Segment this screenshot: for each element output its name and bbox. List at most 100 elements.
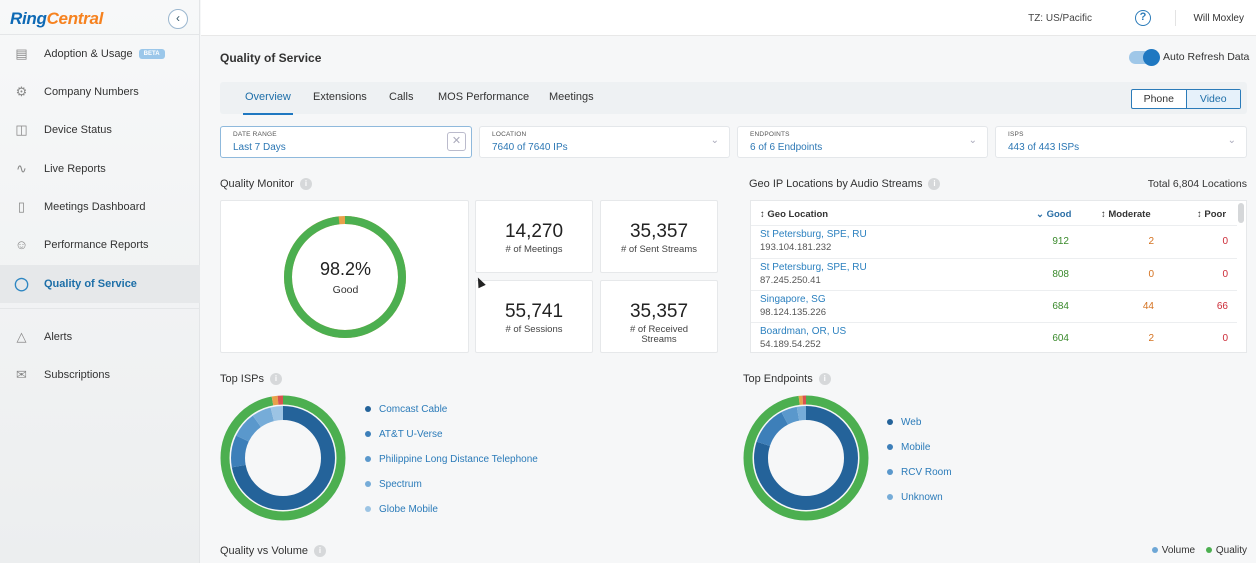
poor-count: 0 [1222, 269, 1228, 280]
moderate-count: 0 [1148, 269, 1154, 280]
good-count: 808 [1052, 269, 1069, 280]
legend-label: Spectrum [379, 479, 422, 490]
legend-label: Philippine Long Distance Telephone [379, 454, 538, 465]
quality-poor-arc[interactable] [220, 395, 346, 521]
legend-label[interactable]: Volume [1161, 545, 1196, 556]
stat-label: # of Sent Streams [620, 244, 698, 255]
quality-poor-arc[interactable] [743, 395, 869, 521]
legend-item[interactable]: Globe Mobile [365, 504, 538, 529]
good-count: 604 [1052, 333, 1069, 344]
stat-value: 55,741 [504, 301, 564, 322]
tab-extensions[interactable]: Extensions [313, 91, 367, 103]
auto-refresh-toggle[interactable] [1129, 49, 1160, 66]
ringcentral-logo[interactable]: RingCentral [10, 9, 104, 28]
filter-label: ISPS [1008, 131, 1024, 138]
info-icon[interactable]: i [299, 178, 312, 191]
donut-segment[interactable] [231, 406, 335, 510]
tab-mos-performance[interactable]: MOS Performance [438, 91, 530, 103]
legend-dot [887, 444, 893, 451]
legend-dot [365, 481, 371, 488]
legend-item[interactable]: AT&T U-Verse [365, 429, 538, 454]
tab-overview[interactable]: Overview [243, 91, 293, 115]
info-icon[interactable]: i [928, 178, 941, 191]
auto-refresh-label: Auto Refresh Data [1163, 51, 1250, 63]
endpoints-filter[interactable]: ENDPOINTS 6 of 6 Endpoints ⌄ [737, 126, 988, 158]
tab-bar: Overview Extensions Calls MOS Performanc… [220, 82, 1247, 115]
geo-heading: Geo IP Locations by Audio Streams i [749, 178, 941, 191]
sidebar-item-performance-reports[interactable]: ☺ Performance Reports [14, 237, 149, 252]
section-title: Top ISPs [220, 373, 265, 385]
table-row[interactable]: Boardman, OR, US 54.189.54.252 604 2 0 [751, 322, 1237, 352]
info-icon[interactable]: i [270, 373, 283, 386]
column-header-poor[interactable]: ↕ Poor [1197, 209, 1227, 220]
table-row[interactable]: Singapore, SG 98.124.135.226 684 44 66 [751, 290, 1237, 322]
user-icon: ☺ [14, 237, 29, 252]
tab-calls[interactable]: Calls [389, 91, 414, 103]
legend-item[interactable]: Mobile [887, 442, 952, 467]
legend-item[interactable]: Unknown [887, 492, 952, 517]
legend-item[interactable]: Web [887, 417, 952, 442]
video-button[interactable]: Video [1186, 90, 1240, 108]
sidebar-item-live-reports[interactable]: ∿ Live Reports [0, 150, 200, 188]
sidebar-item-device-status[interactable]: ◫ Device Status [0, 111, 200, 149]
donut-segment[interactable] [231, 406, 335, 510]
quality-status: Good [332, 284, 359, 296]
sidebar-item-quality-of-service[interactable]: ◯ Quality of Service [0, 265, 200, 303]
location-link[interactable]: Boardman, OR, US [760, 326, 847, 337]
timezone-label[interactable]: TZ: US/Pacific [1028, 13, 1092, 24]
sidebar: RingCentral ‹ ▤ Adoption & Usage BETA ⚙ Com… [0, 0, 200, 563]
table-row[interactable]: St Petersburg, SPE, RU 193.104.181.232 91… [751, 225, 1237, 257]
legend-item[interactable]: RCV Room [887, 467, 952, 492]
page-title: Quality of Service [220, 51, 322, 65]
sidebar-item-meetings-dashboard[interactable]: ▯ Meetings Dashboard [0, 188, 200, 226]
donut-segment[interactable] [754, 406, 858, 510]
date-range-filter[interactable]: DATE RANGE Last 7 Days ✕ [220, 126, 472, 158]
table-row[interactable]: St Petersburg, SPE, RU 87.245.250.41 808 0… [751, 258, 1237, 290]
legend-item[interactable]: Comcast Cable [365, 404, 538, 429]
top-bar: TZ: US/Pacific ? Will Moxley [201, 0, 1256, 36]
ip-address: 193.104.181.232 [760, 242, 832, 253]
user-menu[interactable]: Will Moxley [1193, 13, 1244, 24]
stat-label: # of Received Streams [629, 324, 689, 345]
legend-dot [365, 456, 371, 463]
sidebar-item-subscriptions[interactable]: ✉ Subscriptions [0, 356, 200, 394]
legend-dot [365, 506, 371, 513]
sidebar-item-alerts[interactable]: △ Alerts [0, 318, 200, 356]
quality-monitor-heading: Quality Monitor i [220, 178, 312, 191]
phone-button[interactable]: Phone [1132, 90, 1187, 108]
ip-address: 54.189.54.252 [760, 339, 821, 350]
geo-table: ↕ Geo Location ⌄ Good ↕ Moderate ↕ Poor … [750, 200, 1247, 353]
legend-label[interactable]: Quality [1215, 545, 1247, 556]
column-header-moderate[interactable]: ↕ Moderate [1101, 209, 1151, 220]
envelope-icon: ✉ [16, 367, 27, 382]
filter-label: DATE RANGE [233, 131, 277, 138]
column-header-geo-location[interactable]: ↕ Geo Location [760, 209, 829, 220]
legend-dot [887, 419, 893, 426]
chevron-down-icon: ⌄ [968, 135, 977, 146]
clear-icon[interactable]: ✕ [447, 132, 466, 151]
tab-meetings[interactable]: Meetings [549, 91, 594, 103]
sidebar-item-adoption-usage[interactable]: ▤ Adoption & Usage BETA [0, 35, 200, 73]
stat-value: 35,357 [629, 221, 689, 242]
sidebar-item-company-numbers[interactable]: ⚙ Company Numbers [0, 73, 200, 111]
location-link[interactable]: St Petersburg, SPE, RU [760, 229, 867, 240]
legend-item[interactable]: Spectrum [365, 479, 538, 504]
info-icon[interactable]: i [314, 545, 327, 558]
line-chart-icon: ∿ [16, 161, 27, 176]
divider [0, 34, 200, 35]
stat-card-sent-streams: 35,357 # of Sent Streams [600, 200, 718, 273]
collapse-sidebar-button[interactable]: ‹ [168, 9, 188, 29]
location-link[interactable]: Singapore, SG [760, 294, 826, 305]
info-icon[interactable]: i [818, 373, 831, 386]
header-label: Good [1046, 209, 1072, 220]
help-icon[interactable]: ? [1135, 10, 1151, 26]
location-filter[interactable]: LOCATION 7640 of 7640 IPs ⌄ [479, 126, 730, 158]
filter-value: Last 7 Days [233, 142, 286, 153]
geo-total: Total 6,804 Locations [1147, 178, 1247, 190]
header-label: Moderate [1108, 209, 1151, 220]
location-link[interactable]: St Petersburg, SPE, RU [760, 262, 867, 273]
legend-item[interactable]: Philippine Long Distance Telephone [365, 454, 538, 479]
isps-filter[interactable]: ISPS 443 of 443 ISPs ⌄ [995, 126, 1247, 158]
table-scrollbar[interactable] [1238, 203, 1244, 223]
column-header-good[interactable]: ⌄ Good [1036, 209, 1072, 220]
